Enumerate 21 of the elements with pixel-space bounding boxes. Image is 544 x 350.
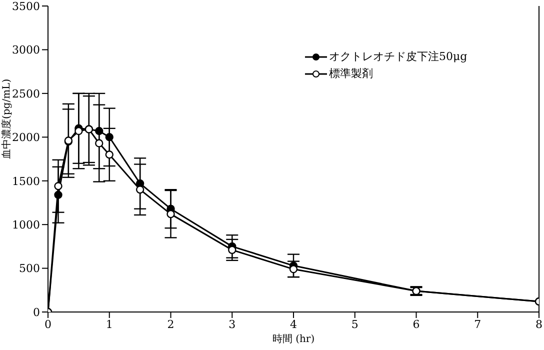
y-tick-label: 3500 — [12, 0, 40, 13]
y-tick-label: 0 — [33, 306, 40, 319]
y-tick-label: 2000 — [12, 131, 40, 144]
x-tick-label: 0 — [44, 318, 52, 331]
y-tick-label: 3000 — [12, 44, 40, 57]
x-tick-label: 8 — [536, 318, 542, 331]
x-tick-label: 2 — [167, 318, 174, 331]
y-tick-label: 2500 — [12, 87, 40, 100]
y-tick-label: 1000 — [12, 218, 40, 232]
y-tick-label: 500 — [19, 262, 40, 276]
legend-label: 標準製剤 — [329, 66, 373, 82]
x-tick-label: 5 — [351, 318, 358, 331]
y-axis-title: 血中濃度(pg/mL) — [0, 78, 13, 159]
x-tick-label: 4 — [290, 318, 297, 331]
y-tick-label: 1500 — [12, 174, 40, 188]
legend-label: オクトレオチド皮下注50μg — [329, 49, 468, 65]
x-tick-label: 7 — [474, 318, 482, 331]
x-tick-label: 3 — [228, 318, 236, 331]
x-axis-title: 時間 (hr) — [272, 333, 315, 345]
x-tick-label: 6 — [412, 318, 420, 331]
x-tick-label: 1 — [106, 318, 113, 331]
